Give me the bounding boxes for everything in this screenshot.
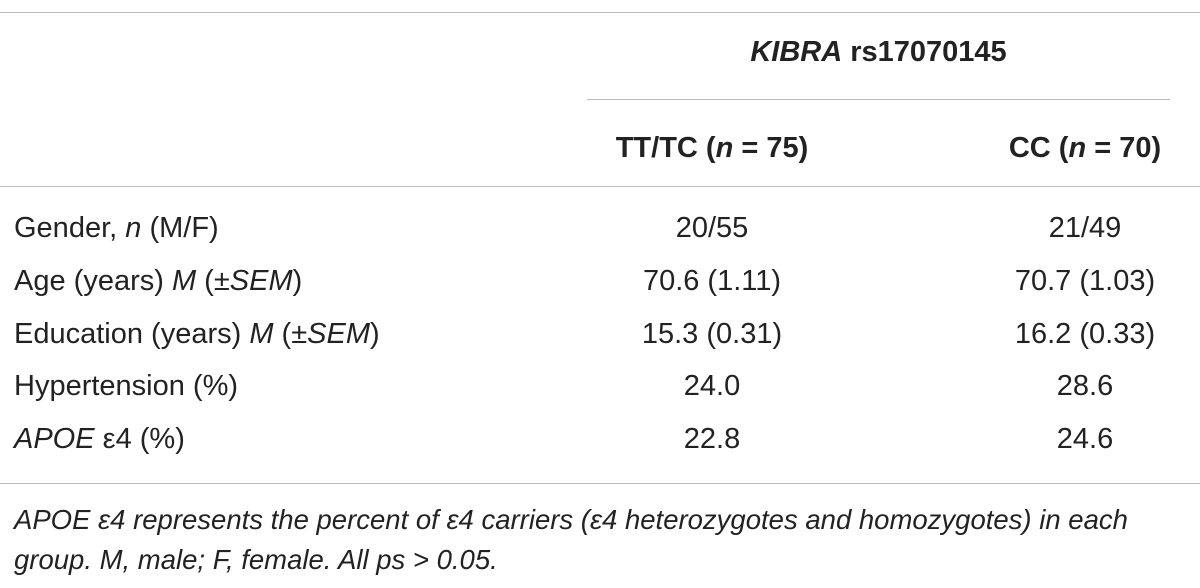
cell: 28.6 (1056, 370, 1114, 402)
text: Gender, (14, 212, 126, 244)
text: SEM (229, 265, 293, 297)
footnote: APOE ε4 represents the percent of ε4 car… (14, 504, 1128, 575)
row-label: Hypertension (%) (14, 368, 238, 404)
row-label: Education (years) M (±SEM) (14, 316, 380, 352)
text: Age (years) (14, 265, 172, 297)
cell: 70.7 (1.03) (1014, 265, 1156, 297)
text: ) (292, 265, 303, 297)
text: (± (196, 265, 230, 297)
text: ε4 (%) (94, 423, 185, 455)
text: APOE (14, 423, 95, 455)
row-label: Gender, n (M/F) (14, 210, 219, 246)
text: n (715, 132, 734, 164)
text: TT/TC ( (615, 132, 716, 164)
text: M (249, 318, 274, 350)
text: Education (years) (14, 318, 250, 350)
cell: 22.8 (683, 423, 741, 455)
row-label: Age (years) M (±SEM) (14, 263, 302, 299)
text: Hypertension (%) (14, 370, 239, 402)
column-header: CC (n = 70) (990, 130, 1180, 166)
header-rule (0, 186, 1200, 187)
snp-id: rs17070145 (842, 36, 1007, 68)
bottom-rule (0, 483, 1200, 484)
text: (M/F) (141, 212, 219, 244)
text: = 75) (733, 132, 809, 164)
text: (± (273, 318, 308, 350)
text: = 70) (1086, 132, 1162, 164)
gene-name: KIBRA (750, 36, 843, 68)
cell: 15.3 (0.31) (641, 318, 783, 350)
text: ) (369, 318, 380, 350)
group-rule (587, 99, 1170, 100)
text: n (1068, 132, 1087, 164)
top-rule (0, 12, 1200, 13)
cell: 24.6 (1056, 423, 1114, 455)
row-label: APOE ε4 (%) (14, 421, 185, 457)
group-header: KIBRA rs17070145 (587, 34, 1170, 70)
cell: 24.0 (683, 370, 741, 402)
cell: 70.6 (1.11) (642, 265, 782, 297)
cell: 16.2 (0.33) (1014, 318, 1156, 350)
text: SEM (307, 318, 370, 350)
cell: 20/55 (675, 212, 749, 244)
column-header: TT/TC (n = 75) (587, 130, 837, 166)
cell: 21/49 (1048, 212, 1122, 244)
text: M (171, 265, 197, 297)
text: n (125, 212, 142, 244)
text: CC ( (1008, 132, 1069, 164)
